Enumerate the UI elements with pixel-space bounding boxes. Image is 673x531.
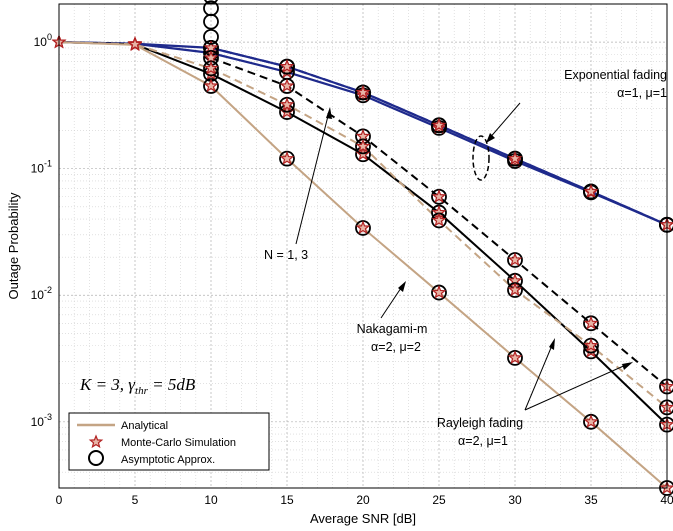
simulation-marker <box>431 117 447 132</box>
annotation-nakagami-arrow <box>380 284 404 319</box>
y-tick-label: 100 <box>34 32 52 49</box>
plot-frame <box>58 3 668 489</box>
y-tick-base: 10 <box>31 415 45 429</box>
simulation-marker <box>583 343 599 358</box>
simulation-marker <box>279 64 295 79</box>
simulation-marker <box>127 36 143 51</box>
x-tick-labels: 0 5 10 15 20 25 30 35 40 <box>56 493 673 507</box>
annotation-n-arrowhead <box>326 107 332 119</box>
annotation-n-label: N = 1, 3 <box>264 248 308 262</box>
formula-sub: thr <box>135 385 149 397</box>
x-tick-label: 20 <box>356 493 370 507</box>
y-tick-base: 10 <box>34 35 48 49</box>
x-tick-label: 5 <box>132 493 139 507</box>
simulation-marker <box>279 58 295 73</box>
simulation-marker <box>279 97 295 111</box>
annotation-exponential-arrowhead <box>486 133 495 143</box>
annotation-rayleigh-line1: Rayleigh fading <box>437 416 523 430</box>
x-tick-label: 25 <box>432 493 446 507</box>
legend-asymptotic-label: Asymptotic Approx. <box>121 454 215 466</box>
simulation-marker <box>507 282 523 297</box>
simulation-marker <box>431 284 447 299</box>
asymptotic-marker <box>203 13 219 30</box>
x-tick-label: 0 <box>56 493 63 507</box>
annotation-exponential-arrow <box>487 102 521 141</box>
simulation-marker <box>431 212 447 227</box>
simulation-marker <box>583 337 599 352</box>
legend-analytical-label: Analytical <box>121 420 168 432</box>
legend-simulation-marker <box>88 434 104 449</box>
annotation-nakagami-line1: Nakagami-m <box>357 322 428 336</box>
y-tick-exp: -2 <box>44 285 52 295</box>
y-tick-label: 10-2 <box>31 285 52 302</box>
annotation-exponential: Exponential fading α=1, μ=1 <box>472 68 667 181</box>
legend: Analytical Monte-Carlo Simulation Asympt… <box>68 412 270 471</box>
simulation-marker <box>431 189 447 203</box>
annotation-exponential-ellipse <box>472 135 490 181</box>
annotation-exponential-line1: Exponential fading <box>564 68 667 82</box>
annotation-rayleigh-arrowhead-2 <box>622 362 633 370</box>
simulation-marker <box>583 183 599 198</box>
x-tick-label: 10 <box>204 493 218 507</box>
y-tick-exp: 0 <box>47 32 52 42</box>
formula-lhs: K = 3, γ <box>79 375 136 394</box>
annotation-rayleigh: Rayleigh fading α=2, μ=1 <box>437 338 633 448</box>
simulation-marker <box>203 60 219 75</box>
annotation-n-arrow <box>295 111 330 245</box>
y-tick-base: 10 <box>31 288 45 302</box>
x-tick-label: 40 <box>660 493 673 507</box>
y-tick-label: 10-3 <box>31 412 52 429</box>
annotation-exponential-line2: α=1, μ=1 <box>617 86 667 100</box>
annotation-nakagami-line2: α=2, μ=2 <box>371 340 421 354</box>
asymptotic-marker <box>204 0 218 5</box>
y-tick-label: 10-1 <box>31 159 52 176</box>
y-tick-exp: -3 <box>44 412 52 422</box>
legend-asymptotic-marker <box>88 450 104 466</box>
simulation-marker <box>203 78 219 93</box>
simulation-marker <box>279 151 295 165</box>
simulation-marker <box>279 78 295 93</box>
asymptotic-marker <box>203 28 219 45</box>
annotation-rayleigh-arrow-2 <box>524 363 629 411</box>
simulation-marker <box>583 414 599 428</box>
annotation-nakagami: Nakagami-m α=2, μ=2 <box>357 281 428 354</box>
x-tick-label: 35 <box>584 493 598 507</box>
simulation-marker <box>355 138 371 153</box>
formula-label: K = 3, γthr = 5dB <box>79 375 196 397</box>
annotation-rayleigh-line2: α=2, μ=1 <box>458 434 508 448</box>
x-tick-label: 30 <box>508 493 522 507</box>
annotation-rayleigh-arrowhead-1 <box>549 338 555 350</box>
annotation-n: N = 1, 3 <box>264 107 332 262</box>
annotation-rayleigh-arrow-1 <box>524 342 554 411</box>
y-tick-base: 10 <box>31 162 45 176</box>
x-tick-label: 15 <box>280 493 294 507</box>
formula-rhs: = 5dB <box>148 375 196 394</box>
simulation-marker <box>203 66 219 81</box>
simulation-marker <box>355 84 371 99</box>
simulation-marker <box>583 315 599 330</box>
y-axis-label: Outage Probability <box>6 192 21 299</box>
simulation-marker <box>507 252 523 267</box>
legend-simulation-star <box>88 434 104 449</box>
y-tick-exp: -1 <box>44 159 52 169</box>
formula-text: K = 3, γthr = 5dB <box>79 375 196 397</box>
simulation-marker <box>507 151 523 165</box>
simulation-marker <box>355 220 371 235</box>
legend-simulation-label: Monte-Carlo Simulation <box>121 437 236 449</box>
simulation-marker <box>507 350 523 365</box>
annotation-nakagami-arrowhead <box>398 281 406 292</box>
x-axis-label: Average SNR [dB] <box>310 511 416 526</box>
